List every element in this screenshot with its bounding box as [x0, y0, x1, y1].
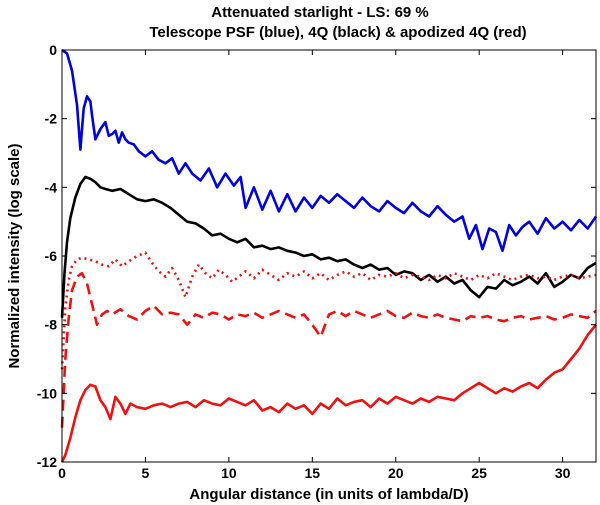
x-tick-label: 20 [388, 465, 404, 481]
y-tick-label: -10 [37, 385, 57, 401]
plot-area: 0 5 10 15 20 25 30 0 -2 -4 -6 -8 -10 -12 [37, 42, 598, 481]
chart-title: Attenuated starlight - LS: 69 % [211, 4, 429, 21]
x-tick-label: 10 [221, 465, 237, 481]
y-tick-label: -6 [45, 248, 58, 264]
x-axis-label: Angular distance (in units of lambda/D) [189, 486, 468, 503]
y-tick-label: -12 [37, 454, 57, 470]
ticks-layer: 0 5 10 15 20 25 30 0 -2 -4 -6 -8 -10 -12 [37, 42, 596, 481]
y-tick-label: -8 [45, 317, 58, 333]
series-line-2 [60, 175, 597, 318]
x-tick-label: 0 [58, 465, 66, 481]
y-axis-label: Normalized intensity (log scale) [6, 143, 23, 368]
x-tick-label: 30 [555, 465, 571, 481]
x-tick-label: 5 [142, 465, 150, 481]
series-line-4 [60, 271, 597, 428]
series-line-1 [61, 48, 598, 253]
y-tick-label: -2 [45, 111, 58, 127]
series-layer [60, 48, 598, 463]
y-tick-label: -4 [45, 179, 58, 195]
x-tick-label: 15 [305, 465, 321, 481]
plot-background [62, 50, 596, 462]
y-tick-label: 0 [49, 42, 57, 58]
x-tick-label: 25 [471, 465, 487, 481]
chart-subtitle: Telescope PSF (blue), 4Q (black) & apodi… [149, 24, 526, 41]
series-line-5 [60, 323, 598, 463]
